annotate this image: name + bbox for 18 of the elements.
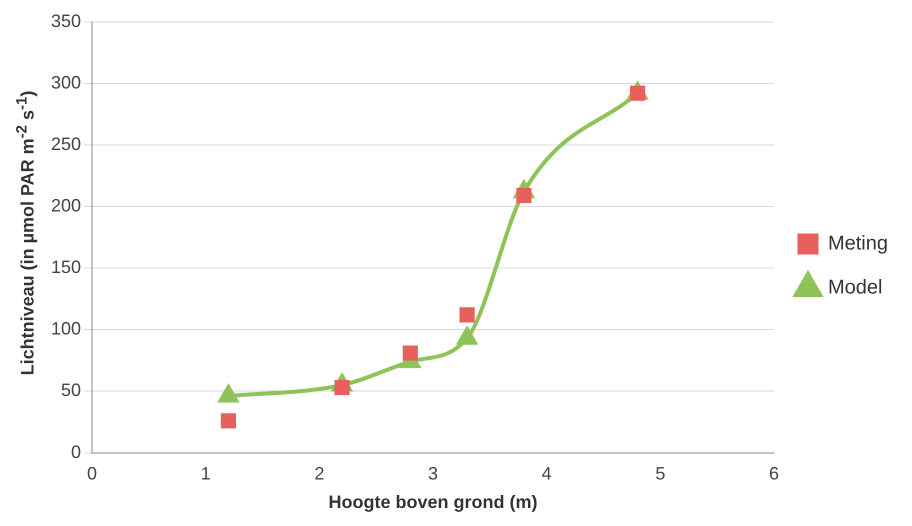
y-tick-label: 250	[50, 134, 82, 154]
x-tick-label: 0	[87, 464, 98, 484]
x-tick-label: 5	[655, 464, 666, 484]
y-tick-label: 200	[50, 195, 82, 216]
y-tick-label: 300	[50, 72, 82, 92]
x-axis-title: Hoogte boven grond (m)	[328, 492, 538, 512]
y-tick-label: 150	[50, 257, 82, 278]
x-tick-label: 6	[768, 464, 779, 484]
y-tick-label: 100	[50, 318, 82, 339]
x-tick-label: 4	[542, 464, 552, 484]
legend-label: Model	[828, 276, 882, 299]
y-tick-label: 0	[71, 442, 82, 462]
x-tick-label: 2	[314, 464, 324, 484]
legend-label: Meting	[828, 232, 888, 255]
x-tick-label: 1	[200, 464, 211, 484]
y-tick-label: 350	[50, 10, 82, 31]
y-tick-label: 50	[61, 380, 82, 400]
x-tick-label: 3	[428, 464, 438, 484]
